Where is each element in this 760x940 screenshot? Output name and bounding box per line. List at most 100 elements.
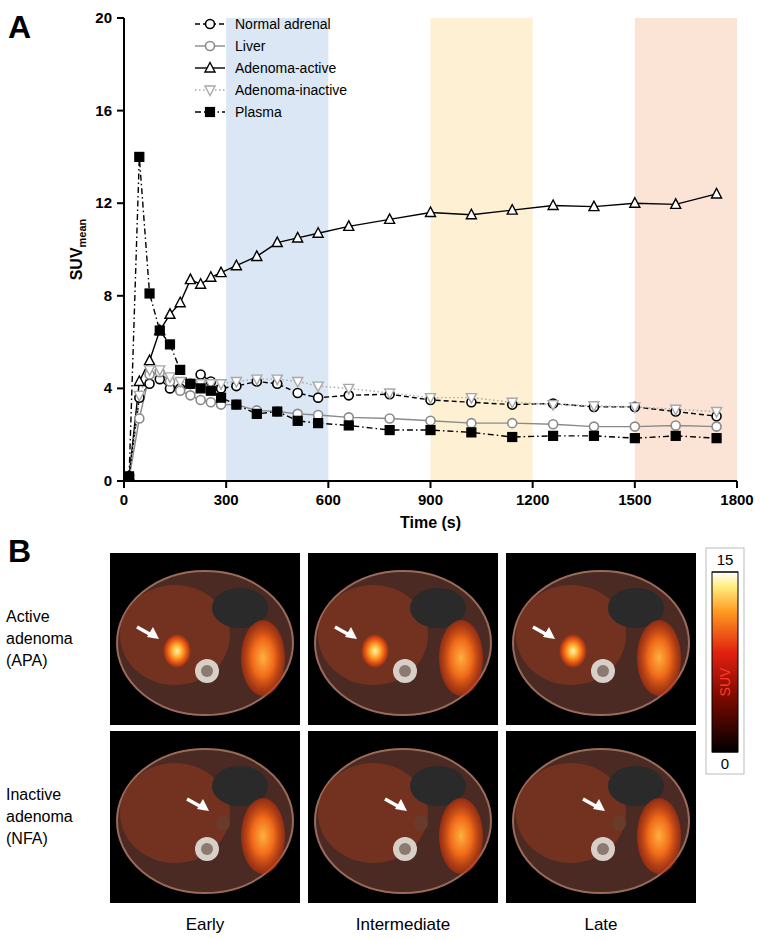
y-axis-line	[123, 18, 125, 481]
x-tick	[430, 481, 432, 488]
legend-marker	[206, 42, 215, 51]
vertebra	[195, 837, 219, 861]
data-point	[145, 289, 154, 298]
data-point	[186, 391, 195, 400]
data-point	[385, 390, 394, 399]
row-label-line: (APA)	[6, 652, 47, 669]
vertebra-canal	[399, 665, 411, 677]
pet-ct-image	[308, 553, 498, 725]
data-point	[145, 355, 155, 365]
data-point	[467, 428, 476, 437]
data-point	[712, 188, 722, 198]
data-point	[134, 376, 144, 386]
data-point	[385, 389, 395, 399]
y-tick	[117, 202, 124, 204]
adenoma-cold	[216, 815, 230, 831]
x-tick-label: 1200	[516, 491, 549, 508]
data-point	[344, 421, 353, 430]
image-background	[506, 553, 696, 725]
data-point	[165, 309, 175, 319]
data-point	[293, 377, 303, 387]
data-point	[216, 380, 226, 390]
y-tick-label: 16	[95, 102, 112, 119]
y-tick-label: 0	[104, 472, 112, 489]
panel-label: A	[8, 9, 31, 45]
liver	[120, 763, 230, 863]
data-point	[176, 365, 185, 374]
spleen	[637, 620, 681, 696]
y-axis-label: SUVmean	[68, 218, 88, 280]
data-point	[217, 393, 226, 402]
data-point	[548, 401, 558, 411]
shaded-ranges	[226, 18, 737, 481]
data-point	[145, 379, 154, 388]
x-tick	[327, 481, 329, 488]
data-point	[507, 398, 517, 408]
row-label-line: (NFA)	[6, 830, 48, 847]
row-label: Activeadenoma(APA)	[6, 608, 73, 669]
colorbar-label: SUV	[717, 667, 733, 696]
data-point	[671, 431, 680, 440]
vertebra	[393, 837, 417, 861]
data-point	[155, 326, 164, 335]
data-point	[196, 279, 206, 289]
data-point	[466, 209, 476, 219]
liver	[120, 585, 230, 685]
image-background	[308, 553, 498, 725]
spleen	[241, 620, 285, 696]
data-point	[589, 402, 599, 412]
data-point	[273, 407, 282, 416]
legend-marker	[206, 20, 215, 29]
y-tick-label: 4	[104, 379, 113, 396]
data-point	[313, 382, 323, 392]
data-point	[165, 340, 174, 349]
data-point	[216, 267, 226, 277]
data-point	[185, 380, 195, 390]
data-point	[293, 389, 302, 398]
data-point	[293, 416, 302, 425]
data	[124, 152, 721, 481]
data-point	[252, 375, 262, 385]
image-background	[110, 553, 300, 725]
data-point	[185, 274, 195, 284]
legend-marker	[205, 86, 215, 96]
y-tick-label: 20	[95, 9, 112, 26]
series-line	[129, 157, 716, 476]
vertebra	[591, 837, 615, 861]
data-point	[273, 407, 282, 416]
adenoma-cold	[414, 815, 428, 831]
data-point	[549, 420, 558, 429]
vertebra	[195, 659, 219, 683]
data-point	[186, 379, 195, 388]
spleen	[241, 798, 285, 874]
arrow-head	[147, 627, 159, 639]
data-point	[125, 472, 134, 481]
colorbar	[712, 572, 738, 752]
image-background	[110, 731, 300, 903]
vertebra-canal	[597, 665, 609, 677]
vertebra-canal	[597, 843, 609, 855]
data-point	[314, 393, 323, 402]
x-tick	[736, 481, 738, 488]
data-point	[231, 260, 241, 270]
image-background	[506, 731, 696, 903]
legend: Normal adrenalLiverAdenoma-activeAdenoma…	[195, 16, 347, 120]
body-outline	[513, 571, 689, 715]
colorbar-tick	[712, 572, 738, 573]
body-outline	[513, 749, 689, 893]
data-point	[134, 391, 144, 401]
y-tick-label: 12	[95, 194, 112, 211]
data-point	[671, 421, 680, 430]
image-background	[308, 731, 498, 903]
arrow-head	[543, 627, 555, 639]
y-tick	[117, 110, 124, 112]
row-label-line: Inactive	[6, 786, 61, 803]
data-point	[206, 398, 215, 407]
data-point	[467, 419, 476, 428]
data-point	[426, 426, 435, 435]
row-label: Inactiveadenoma(NFA)	[6, 786, 73, 847]
vertebra	[591, 659, 615, 683]
series-line	[129, 375, 716, 477]
legend-label: Adenoma-inactive	[235, 82, 347, 98]
data-point	[671, 199, 681, 209]
